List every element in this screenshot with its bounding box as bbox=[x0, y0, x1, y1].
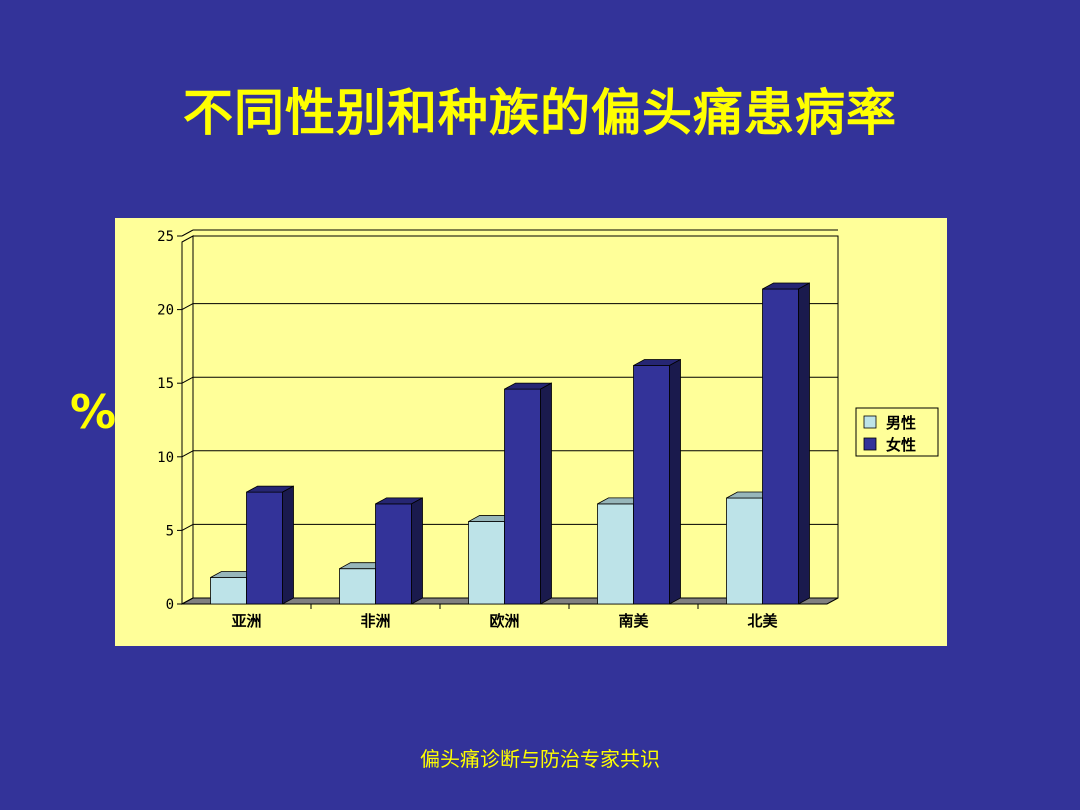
x-category-labels: 亚洲 非洲 欧洲 南美 北美 bbox=[231, 612, 778, 630]
slide-title: 不同性别和种族的偏头痛患病率 bbox=[183, 84, 897, 142]
gridline-side bbox=[181, 450, 194, 458]
x-category-label: 北美 bbox=[747, 612, 778, 630]
bar-front bbox=[375, 503, 412, 605]
bar-female bbox=[375, 497, 423, 605]
y-tick-label: 15 bbox=[157, 376, 174, 392]
bar-side bbox=[669, 358, 681, 605]
legend-swatch bbox=[863, 437, 877, 451]
y-tick-label: 0 bbox=[166, 597, 174, 613]
y-tick-label: 5 bbox=[166, 523, 174, 539]
x-category-label: 南美 bbox=[618, 612, 649, 630]
bar-front bbox=[210, 577, 247, 605]
bar-front bbox=[339, 568, 376, 605]
y-unit-label: % bbox=[70, 385, 117, 439]
bar-side bbox=[540, 382, 552, 605]
axes bbox=[177, 235, 699, 609]
bars bbox=[210, 282, 810, 605]
gridline-side bbox=[181, 303, 194, 311]
y-tick-label: 10 bbox=[157, 450, 174, 466]
bar-side bbox=[411, 497, 423, 605]
x-category-label: 非洲 bbox=[360, 612, 390, 630]
gridline-side bbox=[181, 523, 194, 531]
side-wall bbox=[181, 235, 194, 605]
bar-side bbox=[798, 282, 810, 605]
x-category-label: 欧洲 bbox=[489, 612, 519, 630]
slide-footer: 偏头痛诊断与防治专家共识 bbox=[420, 747, 660, 771]
gridline-side bbox=[181, 229, 194, 237]
y-tick-label: 25 bbox=[157, 229, 174, 245]
bar-front bbox=[597, 503, 634, 605]
chart-panel: 0 5 10 15 20 25 亚洲 非洲 欧洲 南美 北美 男性女性 bbox=[115, 218, 947, 646]
bar-female bbox=[762, 282, 810, 605]
y-tick-label: 20 bbox=[157, 303, 174, 319]
bar-female bbox=[633, 358, 681, 605]
bar-side bbox=[282, 485, 294, 605]
bar-front bbox=[246, 491, 283, 605]
y-tick-labels: 0 5 10 15 20 25 bbox=[157, 229, 174, 613]
x-category-label: 亚洲 bbox=[231, 612, 261, 630]
bar-front bbox=[633, 365, 670, 605]
bar-female bbox=[504, 382, 552, 605]
gridline-side bbox=[181, 376, 194, 384]
legend-label: 男性 bbox=[886, 414, 916, 432]
bar-front bbox=[468, 521, 505, 605]
bar-front bbox=[726, 497, 763, 605]
bar-front bbox=[504, 388, 541, 605]
legend-label: 女性 bbox=[886, 436, 916, 454]
bar-front bbox=[762, 288, 799, 605]
legend-swatch bbox=[863, 415, 877, 429]
bar-female bbox=[246, 485, 294, 605]
